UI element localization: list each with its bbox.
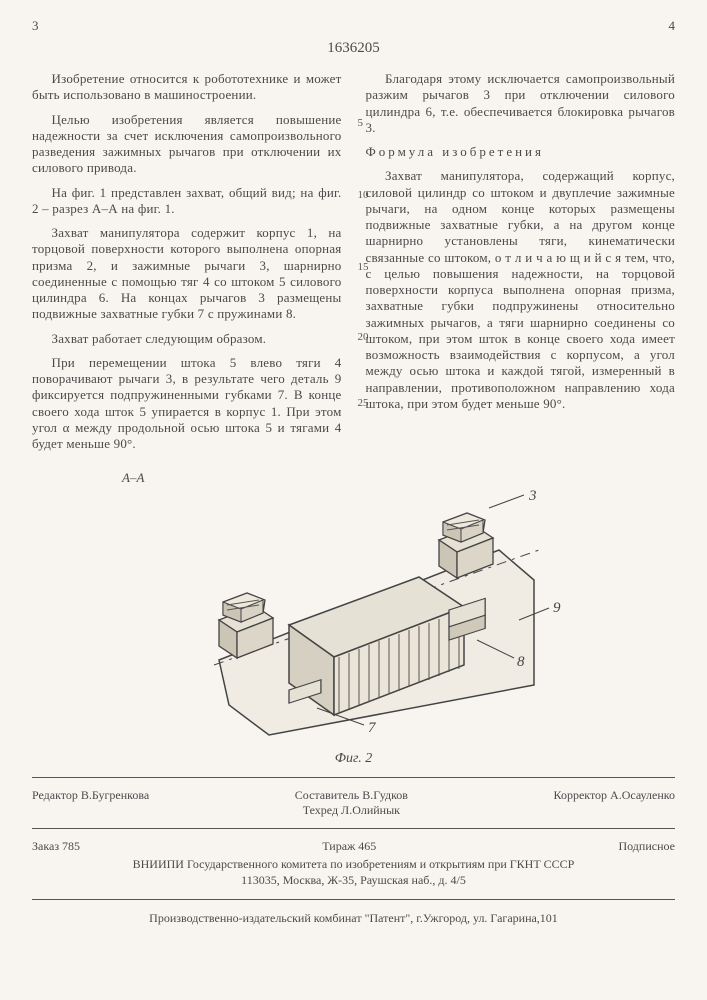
patent-page: 3 4 1636205 5 10 15 20 25 Изобретение от… bbox=[0, 0, 707, 1000]
credits-row-1: Редактор В.Бугренкова Составитель В.Гудк… bbox=[32, 788, 675, 818]
techred: Техред Л.Олийнык bbox=[303, 803, 400, 817]
formula-heading: Формула изобретения bbox=[366, 144, 676, 160]
left-column: 5 10 15 20 25 Изобретение относится к ро… bbox=[32, 71, 342, 460]
figure-area: А–А bbox=[32, 470, 675, 767]
para: Захват манипулятора, содержащий корпус, … bbox=[366, 168, 676, 412]
para: Захват манипулятора содержит корпус 1, н… bbox=[32, 225, 342, 323]
print-house-line: Производственно-издательский комбинат "П… bbox=[149, 911, 558, 925]
header-page-numbers: 3 4 bbox=[32, 18, 675, 34]
para: Изобретение относится к робототехнике и … bbox=[32, 71, 342, 104]
para: Благодаря этому исключается самопроизвол… bbox=[366, 71, 676, 136]
page-right: 4 bbox=[669, 18, 676, 34]
print-house: Производственно-издательский комбинат "П… bbox=[32, 910, 675, 926]
figure-2-drawing: 3 9 8 7 bbox=[32, 490, 675, 745]
publisher-line-2: 113035, Москва, Ж-35, Раушская наб., д. … bbox=[241, 873, 466, 887]
corrector: Корректор А.Осауленко bbox=[554, 788, 675, 818]
figure-caption: Фиг. 2 bbox=[32, 751, 675, 767]
callout-8: 8 bbox=[517, 654, 525, 670]
callout-9: 9 bbox=[553, 600, 561, 616]
doc-number: 1636205 bbox=[32, 40, 675, 57]
publisher-block: ВНИИПИ Государственного комитета по изоб… bbox=[32, 856, 675, 888]
section-label: А–А bbox=[122, 470, 675, 486]
compiler: Составитель В.Гудков bbox=[295, 788, 408, 802]
right-column: Благодаря этому исключается самопроизвол… bbox=[366, 71, 676, 460]
two-column-body: 5 10 15 20 25 Изобретение относится к ро… bbox=[32, 71, 675, 460]
separator bbox=[32, 899, 675, 900]
tirazh: Тираж 465 bbox=[322, 839, 376, 854]
podpisnoe: Подписное bbox=[618, 839, 675, 854]
line-num: 5 bbox=[358, 117, 364, 129]
credits-row-2: Заказ 785 Тираж 465 Подписное bbox=[32, 839, 675, 854]
para: Целью изобретения является повышение над… bbox=[32, 112, 342, 177]
para: На фиг. 1 представлен захват, общий вид;… bbox=[32, 185, 342, 218]
para: При перемещении штока 5 влево тяги 4 пов… bbox=[32, 355, 342, 453]
order-no: Заказ 785 bbox=[32, 839, 80, 854]
publisher-line-1: ВНИИПИ Государственного комитета по изоб… bbox=[133, 857, 575, 871]
callout-3: 3 bbox=[528, 490, 537, 504]
callout-7: 7 bbox=[368, 720, 377, 736]
editor: Редактор В.Бугренкова bbox=[32, 788, 149, 818]
separator bbox=[32, 777, 675, 778]
para: Захват работает следующим образом. bbox=[32, 331, 342, 347]
separator bbox=[32, 828, 675, 829]
page-left: 3 bbox=[32, 18, 39, 34]
